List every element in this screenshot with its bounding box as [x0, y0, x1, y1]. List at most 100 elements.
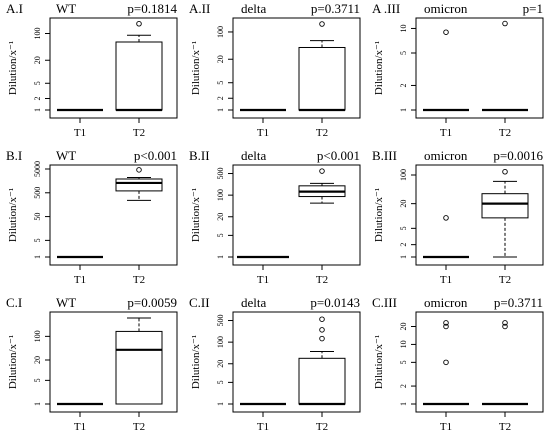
virus-label: delta	[241, 295, 266, 310]
panel-label: B.II	[189, 148, 210, 163]
panel-label: B.III	[372, 148, 397, 163]
x-tick-label: T2	[499, 421, 511, 433]
plot-frame	[415, 17, 544, 119]
outlier-point	[136, 167, 142, 173]
outlier-point	[502, 20, 508, 27]
x-tick-label: T1	[440, 274, 452, 286]
y-tick-label: 20	[216, 213, 225, 221]
p-value: p=0.3711	[494, 295, 543, 310]
box	[115, 41, 163, 111]
x-tick-label: T1	[440, 127, 452, 139]
y-axis-label: Dilution/x⁻¹	[7, 335, 19, 389]
y-tick-label: 2	[399, 384, 408, 388]
y-axis-label: Dilution/x⁻¹	[190, 41, 202, 95]
y-tick-label: 500	[216, 168, 225, 180]
y-tick-label: 100	[399, 169, 408, 181]
plot-frame	[232, 164, 361, 266]
virus-label: delta	[241, 1, 266, 16]
outlier-point	[443, 359, 449, 366]
panel-b-i: B.I WT p<0.001 Dilution/x⁻¹ 1 5 50 500 5000 T1 T2	[6, 148, 178, 286]
plot-frame	[49, 17, 178, 119]
outlier-point	[319, 21, 325, 27]
y-tick-label: 1	[33, 255, 42, 259]
p-value: p<0.001	[134, 148, 177, 163]
panel-label: C.III	[372, 295, 397, 310]
panel-c-ii: C.II delta p=0.0143 Dilution/x⁻¹ 1 5 20 100 500 T…	[189, 295, 361, 433]
virus-label: omicron	[424, 1, 468, 16]
x-tick-label: T1	[257, 274, 269, 286]
x-tick-label: T2	[316, 274, 328, 286]
x-tick-label: T2	[133, 274, 145, 286]
y-tick-label: 1	[33, 402, 42, 406]
y-tick-label: 100	[33, 330, 42, 342]
panel-label: C.I	[6, 295, 22, 310]
p-value: p<0.001	[317, 148, 360, 163]
plot-frame	[415, 311, 544, 413]
x-tick-label: T1	[257, 127, 269, 139]
y-tick-label: 100	[216, 189, 225, 201]
p-value: p=0.1814	[127, 1, 177, 16]
panel-c-iii: C.III omicron p=0.3711 Dilution/x⁻¹ 1 2 5 10 20 T…	[372, 295, 544, 433]
y-tick-label: 5	[399, 226, 408, 230]
p-value: p=0.0143	[310, 295, 360, 310]
virus-label: delta	[241, 148, 266, 163]
y-tick-label: 20	[216, 360, 225, 368]
panel-c-i: C.I WT p=0.0059 Dilution/x⁻¹ 1 5 20 100 T1 T2	[6, 295, 178, 433]
y-axis-label: Dilution/x⁻¹	[373, 188, 385, 242]
panel-b-iii: B.III omicron p=0.0016 Dilution/x⁻¹ 1 2 5 20 100…	[372, 148, 544, 286]
outlier-point	[443, 215, 449, 221]
y-axis-label: Dilution/x⁻¹	[190, 188, 202, 242]
p-value: p=0.0059	[127, 295, 177, 310]
outlier-point	[319, 335, 325, 342]
y-tick-label: 1	[216, 402, 225, 406]
y-tick-label: 5	[33, 238, 42, 242]
y-tick-label: 5	[216, 233, 225, 237]
plot-frame	[232, 17, 361, 119]
x-tick-label: T2	[133, 127, 145, 139]
x-tick-label: T2	[316, 421, 328, 433]
virus-label: WT	[56, 148, 76, 163]
panel-label: C.II	[189, 295, 210, 310]
y-tick-label: 2	[216, 96, 225, 100]
y-tick-label: 50	[33, 213, 42, 221]
outlier-point	[319, 327, 325, 333]
y-tick-label: 2	[399, 83, 408, 87]
y-tick-label: 5	[216, 81, 225, 85]
x-tick-label: T1	[74, 127, 86, 139]
panel-label: A.I	[6, 1, 23, 16]
x-tick-label: T2	[499, 274, 511, 286]
outlier-point	[443, 320, 449, 326]
p-value: p=0.0016	[493, 148, 543, 163]
y-tick-label: 5000	[33, 161, 42, 177]
y-tick-label: 2	[399, 243, 408, 247]
box	[115, 178, 163, 192]
panel-a-i: A.I WT p=0.1814 Dilution/x⁻¹ 1 2 5 20 100 T1 T2	[6, 1, 178, 139]
y-tick-label: 5	[33, 81, 42, 85]
p-value: p=0.3711	[311, 1, 360, 16]
y-tick-label: 100	[216, 26, 225, 38]
box	[298, 46, 346, 111]
box	[115, 330, 163, 405]
y-tick-label: 20	[33, 356, 42, 364]
y-tick-label: 5	[399, 51, 408, 55]
y-tick-label: 1	[33, 108, 42, 112]
y-tick-label: 100	[216, 336, 225, 348]
y-tick-label: 5	[216, 380, 225, 384]
outlier-point	[319, 316, 325, 322]
virus-label: omicron	[424, 295, 468, 310]
y-tick-label: 1	[399, 255, 408, 259]
y-tick-label: 10	[399, 340, 408, 348]
x-tick-label: T2	[133, 421, 145, 433]
y-axis-label: Dilution/x⁻¹	[7, 41, 19, 95]
x-tick-label: T1	[257, 421, 269, 433]
panel-a-iii: A .III omicron p=1 Dilution/x⁻¹ 1 2 5 10 T1 T2	[372, 1, 544, 139]
y-tick-label: 1	[399, 108, 408, 112]
x-tick-label: T1	[440, 421, 452, 433]
y-tick-label: 500	[216, 315, 225, 327]
panel-a-ii: A.II delta p=0.3711 Dilution/x⁻¹ 1 2 5 20 100 T1 T…	[189, 1, 361, 139]
y-tick-label: 20	[399, 200, 408, 208]
x-tick-label: T2	[316, 127, 328, 139]
y-tick-label: 1	[399, 402, 408, 406]
y-tick-label: 1	[216, 108, 225, 112]
